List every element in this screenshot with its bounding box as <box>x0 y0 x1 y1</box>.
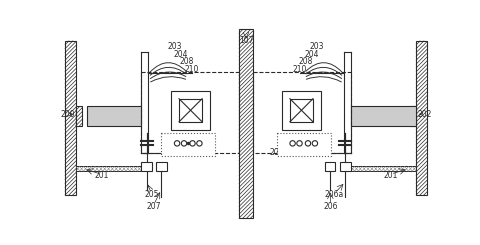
Bar <box>277 133 331 157</box>
Bar <box>410 106 416 126</box>
Text: 206a: 206a <box>325 190 344 199</box>
Text: 201: 201 <box>384 171 398 180</box>
Bar <box>156 162 167 171</box>
Bar <box>65 41 76 195</box>
Text: 200: 200 <box>60 110 75 119</box>
Bar <box>179 99 202 122</box>
Text: 306: 306 <box>200 142 215 151</box>
Bar <box>161 133 215 157</box>
Text: 204: 204 <box>304 49 319 59</box>
Text: 207: 207 <box>146 202 161 211</box>
Text: 202: 202 <box>417 110 432 119</box>
Bar <box>253 72 351 153</box>
Bar <box>171 91 210 130</box>
Text: 208: 208 <box>298 57 312 66</box>
Text: 107: 107 <box>239 36 253 45</box>
Bar <box>76 106 82 126</box>
Bar <box>239 29 253 218</box>
Text: 206: 206 <box>270 148 284 157</box>
Text: 208: 208 <box>180 57 194 66</box>
Text: 204: 204 <box>173 49 188 59</box>
Bar <box>141 162 152 171</box>
Bar <box>324 162 336 171</box>
Bar <box>340 162 351 171</box>
Text: 210: 210 <box>293 65 307 74</box>
Bar <box>290 99 313 122</box>
Bar <box>351 106 416 126</box>
Bar <box>86 106 141 126</box>
Text: 210: 210 <box>185 65 199 74</box>
Text: 203: 203 <box>310 42 324 51</box>
Text: 306: 306 <box>277 142 292 151</box>
Text: 201: 201 <box>94 171 108 180</box>
Text: 206: 206 <box>324 202 338 211</box>
Text: 205: 205 <box>144 190 158 199</box>
Bar <box>141 72 239 153</box>
Bar <box>416 41 427 195</box>
Bar <box>282 91 321 130</box>
Text: 203: 203 <box>168 42 182 51</box>
